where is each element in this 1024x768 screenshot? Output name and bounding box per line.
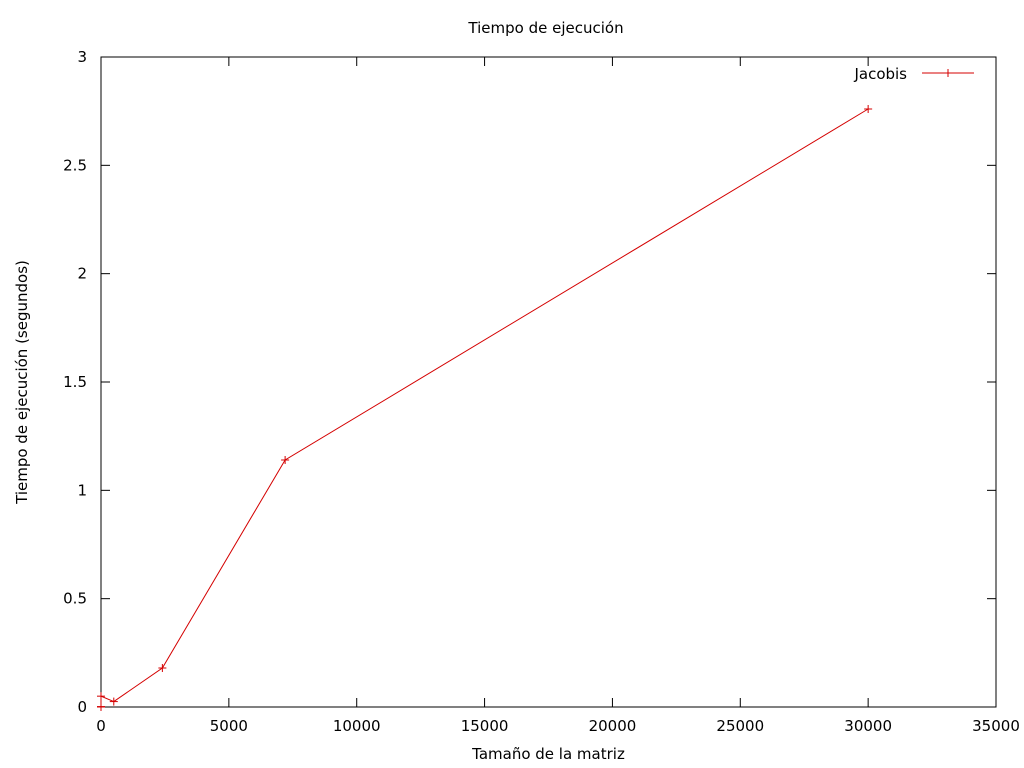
y-tick-label: 2 [77,265,87,283]
x-tick-label: 5000 [210,717,248,735]
data-point-jacobis-6 [864,105,873,113]
y-tick-label: 3 [77,48,87,66]
x-tick-label: 20000 [589,717,637,735]
x-axis-label: Tamaño de la matriz [471,745,625,763]
y-tick-label: 0.5 [63,590,87,608]
x-tick-label: 15000 [461,717,509,735]
data-point-jacobis-2 [97,692,105,701]
y-axis-ticks: 0 0.5 1 1.5 2 2.5 3 [63,48,996,716]
x-tick-label: 35000 [972,717,1020,735]
y-tick-label: 2.5 [63,156,87,174]
data-point-jacobis-4 [158,664,167,672]
x-axis-ticks: 0 5000 10000 15000 20000 25000 30000 35000 [96,57,1020,735]
x-tick-label: 25000 [716,717,764,735]
data-point-jacobis-3 [109,697,118,706]
y-axis-label: Tiempo de ejecución (segundos) [13,260,31,505]
x-tick-label: 10000 [333,717,381,735]
x-tick-label: 0 [96,717,106,735]
data-point-jacobis-5 [281,456,290,464]
legend-entry-jacobis-plus [944,69,952,77]
data-point-jacobis-1 [97,702,105,711]
legend-entry-jacobis-marker [944,69,952,77]
series-layer [97,105,873,711]
y-tick-label: 1 [77,481,87,499]
chart-title: Tiempo de ejecución [467,19,623,37]
legend-entry-jacobis-label: Jacobis [853,65,907,83]
y-tick-label: 1.5 [63,373,87,391]
y-tick-label: 0 [77,698,87,716]
chart-legend: Jacobis [853,65,974,83]
x-tick-label: 30000 [844,717,892,735]
